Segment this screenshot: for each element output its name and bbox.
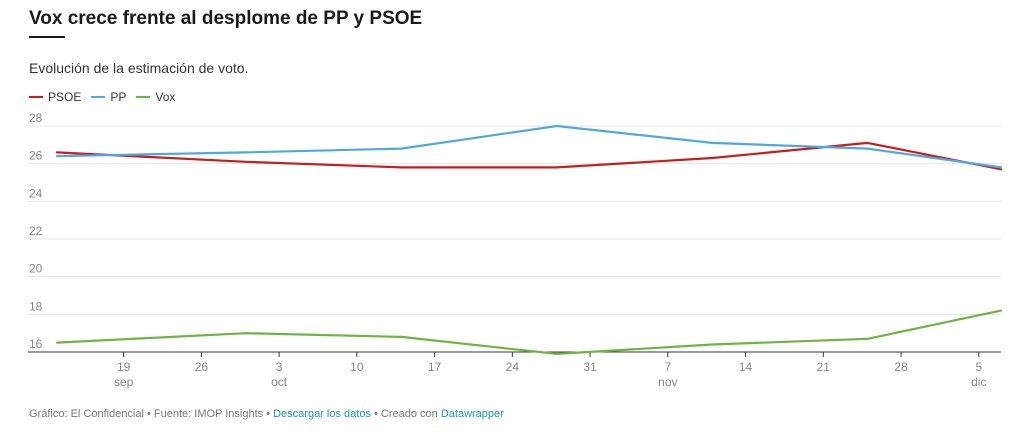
x-tick-label: 31	[583, 360, 597, 374]
x-tick-label: 5	[975, 360, 982, 374]
footer-credits: Gráfico: El Confidencial • Fuente: IMOP …	[29, 408, 274, 420]
legend-swatch-pp	[91, 96, 106, 98]
x-tick-label: 21	[817, 360, 831, 374]
y-tick-label: 26	[29, 149, 43, 163]
y-tick-label: 18	[29, 299, 43, 313]
x-tick-month-label: oct	[271, 375, 288, 389]
y-tick-label: 20	[29, 262, 43, 276]
legend-label-pp: PP	[110, 90, 127, 104]
y-tick-label: 24	[29, 186, 43, 200]
x-tick-label: 3	[276, 360, 283, 374]
chart-subtitle: Evolución de la estimación de voto.	[29, 60, 249, 76]
datawrapper-link[interactable]: Datawrapper	[440, 408, 504, 420]
download-data-link[interactable]: Descargar los datos	[273, 408, 371, 420]
legend-swatch-vox	[136, 96, 151, 98]
x-tick-label: 19	[117, 360, 131, 374]
x-tick-label: 10	[350, 360, 364, 374]
chart-footer: Gráfico: El Confidencial • Fuente: IMOP …	[29, 408, 504, 420]
x-tick-month-label: sep	[114, 375, 134, 389]
legend-swatch-psoe	[29, 96, 43, 98]
x-tick-label: 7	[664, 360, 671, 374]
x-tick-label: 24	[506, 360, 520, 374]
series-line-pp	[55, 124, 1003, 169]
legend-label-psoe: PSOE	[48, 90, 82, 104]
title-underline	[29, 36, 65, 38]
legend-label-vox: Vox	[155, 90, 176, 104]
legend-item-vox: Vox	[136, 90, 175, 104]
legend-item-psoe: PSOE	[29, 90, 81, 104]
series-line-vox	[55, 309, 1003, 355]
legend-item-pp: PP	[91, 90, 126, 104]
x-tick-month-label: dic	[971, 375, 986, 389]
x-tick-label: 14	[739, 360, 753, 374]
y-tick-label: 28	[29, 111, 43, 125]
y-tick-label: 16	[29, 337, 43, 351]
y-tick-label: 22	[29, 224, 43, 238]
chart-legend: PSOE PP Vox	[29, 90, 175, 104]
x-tick-label: 17	[428, 360, 442, 374]
x-tick-label: 28	[894, 360, 908, 374]
x-tick-month-label: nov	[658, 375, 677, 389]
series-line-psoe	[55, 141, 1003, 171]
chart-title: Vox crece frente al desplome de PP y PSO…	[29, 8, 423, 29]
x-tick-label: 26	[195, 360, 209, 374]
footer-middle: • Creado con	[370, 408, 441, 420]
